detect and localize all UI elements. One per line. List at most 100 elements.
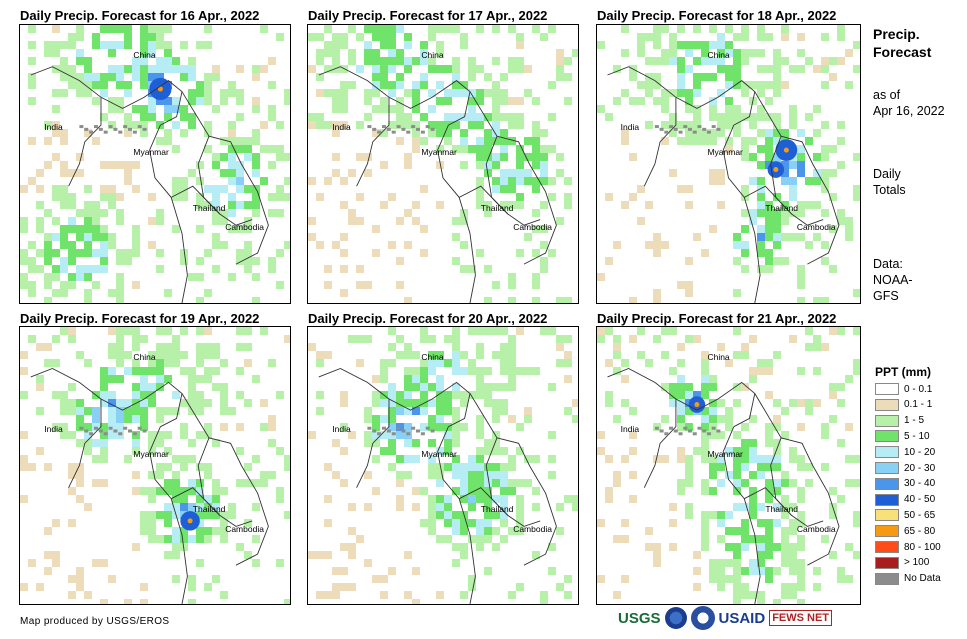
panel-title-1: Daily Precip. Forecast for 16 Apr., 2022 bbox=[20, 8, 260, 23]
map-panel-2: China India Myanmar Thailand Cambodia bbox=[307, 24, 579, 304]
country-label-myanmar: Myanmar bbox=[421, 147, 457, 158]
legend-item: 65 - 80 bbox=[875, 525, 936, 538]
sidebar-asof-line2: Apr 16, 2022 bbox=[873, 104, 945, 118]
country-label-india: India bbox=[620, 423, 640, 434]
sidebar-totals-line2: Totals bbox=[873, 183, 906, 197]
country-label-india: India bbox=[332, 122, 351, 133]
country-label-china: China bbox=[133, 50, 156, 61]
legend-swatch bbox=[875, 556, 899, 569]
legend-label: 0.1 - 1 bbox=[904, 399, 933, 411]
country-label-thailand: Thailand bbox=[480, 202, 514, 213]
sidebar-totals: Daily Totals bbox=[873, 166, 906, 198]
legend-item: 50 - 65 bbox=[875, 509, 936, 522]
precip-raster bbox=[20, 327, 290, 604]
legend-swatch bbox=[875, 493, 899, 506]
map-credit: Map produced by USGS/EROS bbox=[20, 616, 170, 627]
legend-item: > 100 bbox=[875, 556, 930, 569]
country-label-china: China bbox=[421, 351, 444, 362]
country-label-china: China bbox=[421, 50, 444, 61]
legend-label: 1 - 5 bbox=[904, 415, 925, 427]
partner-logos: USGS USAID FEWS NET bbox=[618, 606, 833, 630]
panel-title-6: Daily Precip. Forecast for 21 Apr., 2022 bbox=[597, 311, 837, 326]
country-label-thailand: Thailand bbox=[192, 504, 226, 515]
legend-swatch bbox=[875, 462, 899, 474]
legend-label: 5 - 10 bbox=[904, 430, 930, 442]
legend-swatch bbox=[875, 509, 899, 522]
legend-swatch bbox=[875, 414, 899, 427]
legend-label: 0 - 0.1 bbox=[904, 383, 933, 395]
legend-label: 50 - 65 bbox=[904, 509, 936, 521]
sidebar-data-line2: NOAA- bbox=[873, 273, 913, 287]
legend-swatch bbox=[875, 572, 899, 585]
legend-label: 10 - 20 bbox=[904, 446, 936, 458]
panel-title-5: Daily Precip. Forecast for 20 Apr., 2022 bbox=[308, 311, 548, 326]
legend-swatch bbox=[875, 430, 899, 443]
sidebar-data-line3: GFS bbox=[873, 289, 899, 303]
legend-label: 65 - 80 bbox=[904, 525, 936, 537]
country-label-india: India bbox=[44, 423, 63, 434]
legend-item: 5 - 10 bbox=[875, 430, 930, 443]
precip-raster bbox=[597, 25, 860, 303]
legend-swatch bbox=[875, 477, 899, 490]
fews-net-logo: FEWS NET bbox=[769, 610, 833, 626]
noaa-logo-icon bbox=[664, 607, 687, 629]
legend-swatch bbox=[875, 398, 899, 411]
legend-label: > 100 bbox=[904, 557, 930, 569]
country-label-myanmar: Myanmar bbox=[133, 147, 169, 158]
legend-item: 20 - 30 bbox=[875, 462, 935, 474]
country-label-cambodia: Cambodia bbox=[225, 523, 264, 534]
country-label-china: China bbox=[707, 50, 730, 61]
sidebar-title-line2: Forecast bbox=[873, 44, 932, 60]
precip-raster bbox=[20, 25, 290, 303]
country-label-myanmar: Myanmar bbox=[707, 448, 743, 459]
legend-item: 0.1 - 1 bbox=[875, 398, 933, 411]
legend-label: 40 - 50 bbox=[904, 494, 936, 506]
precip-raster bbox=[308, 327, 578, 604]
usgs-logo: USGS bbox=[618, 609, 661, 627]
country-label-cambodia: Cambodia bbox=[513, 222, 552, 233]
country-label-cambodia: Cambodia bbox=[225, 222, 264, 233]
legend-item: 80 - 100 bbox=[875, 541, 941, 553]
precip-raster bbox=[308, 25, 578, 303]
panel-title-2: Daily Precip. Forecast for 17 Apr., 2022 bbox=[308, 8, 548, 23]
country-label-china: China bbox=[133, 351, 156, 362]
map-panel-4: China India Myanmar Thailand Cambodia bbox=[19, 326, 291, 605]
legend-item: 30 - 40 bbox=[875, 477, 935, 490]
legend-item: 10 - 20 bbox=[875, 446, 936, 459]
country-label-china: China bbox=[707, 351, 730, 362]
legend-label: No Data bbox=[904, 573, 941, 585]
country-label-cambodia: Cambodia bbox=[796, 222, 836, 233]
precip-raster bbox=[597, 327, 860, 604]
panel-title-4: Daily Precip. Forecast for 19 Apr., 2022 bbox=[20, 311, 260, 326]
country-label-myanmar: Myanmar bbox=[421, 448, 457, 459]
sidebar-asof: as of Apr 16, 2022 bbox=[873, 87, 945, 119]
usaid-seal-icon bbox=[690, 606, 715, 630]
map-panel-3: China India Myanmar Thailand Cambodia bbox=[596, 24, 861, 304]
legend-title: PPT (mm) bbox=[875, 365, 932, 379]
legend-swatch bbox=[875, 446, 899, 459]
country-label-myanmar: Myanmar bbox=[707, 147, 743, 158]
country-label-india: India bbox=[332, 423, 351, 434]
country-label-india: India bbox=[44, 122, 63, 133]
panel-title-3: Daily Precip. Forecast for 18 Apr., 2022 bbox=[597, 8, 837, 23]
country-label-thailand: Thailand bbox=[192, 202, 226, 213]
legend-label: 80 - 100 bbox=[904, 541, 941, 553]
usaid-logo: USAID bbox=[718, 609, 766, 627]
country-label-thailand: Thailand bbox=[765, 202, 798, 213]
sidebar-data-source: Data: NOAA- GFS bbox=[873, 256, 913, 304]
country-label-thailand: Thailand bbox=[765, 504, 798, 515]
country-label-myanmar: Myanmar bbox=[133, 448, 169, 459]
legend-swatch bbox=[875, 383, 899, 395]
map-panel-1: China India Myanmar Thailand Cambodia bbox=[19, 24, 291, 304]
sidebar-title-line1: Precip. bbox=[873, 26, 920, 42]
sidebar-totals-line1: Daily bbox=[873, 167, 901, 181]
sidebar-title: Precip. Forecast bbox=[873, 25, 931, 61]
legend-item: 40 - 50 bbox=[875, 493, 936, 506]
legend-item: No Data bbox=[875, 572, 941, 585]
legend-swatch bbox=[875, 525, 899, 538]
legend-item: 1 - 5 bbox=[875, 414, 925, 427]
map-panel-6: China India Myanmar Thailand Cambodia bbox=[596, 326, 861, 605]
legend-item: 0 - 0.1 bbox=[875, 383, 932, 395]
sidebar-asof-line1: as of bbox=[873, 88, 901, 102]
map-panel-5: China India Myanmar Thailand Cambodia bbox=[307, 326, 579, 605]
